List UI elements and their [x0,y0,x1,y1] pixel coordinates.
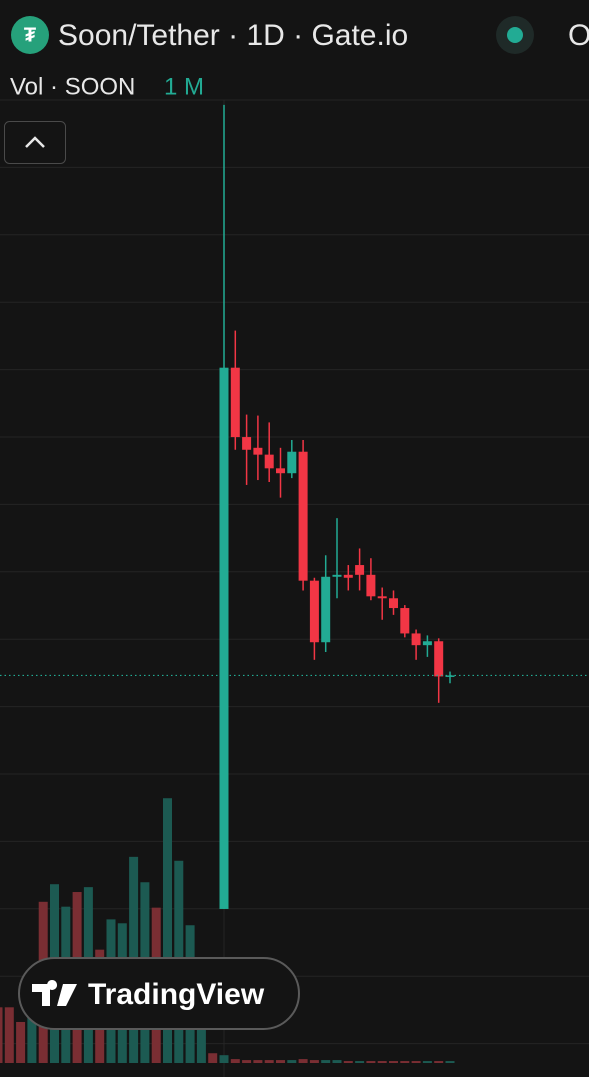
volume-bar [27,989,37,1063]
volume-bar [389,1061,398,1063]
candle-body [276,468,285,474]
candle-body [242,437,252,450]
volume-bar [422,1061,432,1063]
volume-bar [321,1060,331,1063]
volume-bar [0,1007,3,1063]
candle-body [230,367,240,438]
candle-body [411,633,421,646]
candle-body [332,574,342,577]
candle-body [400,608,410,634]
candle-body [321,576,331,643]
candle-body [434,641,444,677]
volume-bar [253,1060,263,1063]
volume-bar [298,1059,308,1063]
volume-bar [242,1060,252,1063]
watermark-text: TradingView [88,978,265,1011]
volume-bar [196,1000,206,1063]
collapse-button[interactable] [4,121,66,164]
volume-bar [287,1060,297,1063]
volume-bar [445,1061,455,1063]
volume-bar [400,1061,410,1063]
watermark-badge [18,957,300,1030]
volume-bar [411,1061,421,1063]
volume-bar [343,1061,353,1063]
volume-label: 1 M [164,73,204,100]
coin-logo [11,16,49,54]
collapse-icon [25,136,45,148]
volume-bar [208,1053,218,1063]
volume-bar [230,1059,240,1063]
symbol-title: Soon/Tether · 1D · Gate.io [58,19,408,52]
candle-body [219,367,229,909]
status-dot [507,27,523,43]
volume-title: Vol · SOON [10,73,135,100]
volume-bar [16,1021,26,1063]
coin-logo-glyph: ₮ [24,24,36,46]
candle-body [389,598,398,609]
volume-bar [276,1060,285,1063]
candle-body [355,565,365,575]
candle-body [309,580,319,643]
candle-body [445,675,455,677]
candle-body [253,447,263,455]
candle-body [343,574,353,578]
volume-bar [332,1060,342,1063]
watermark-logo [32,980,77,1006]
volume-bar [434,1061,444,1063]
candle-body [298,451,308,581]
volume-bar [309,1060,319,1063]
candle-body [366,574,376,597]
candle-body [264,454,274,469]
volume-bar [4,1007,14,1063]
cut-label: O [568,19,589,52]
volume-bar [377,1061,387,1063]
volume-bar [366,1061,376,1063]
candle-body [422,641,432,646]
volume-bar [163,798,172,1063]
volume-bar [264,1060,274,1063]
candle-body [287,451,297,474]
candle-layer [0,104,589,909]
volume-bar [219,1055,229,1063]
candle-body [377,596,387,599]
volume-bar [355,1061,365,1063]
